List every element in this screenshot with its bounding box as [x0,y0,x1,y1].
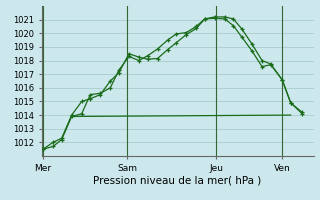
X-axis label: Pression niveau de la mer( hPa ): Pression niveau de la mer( hPa ) [93,175,262,185]
